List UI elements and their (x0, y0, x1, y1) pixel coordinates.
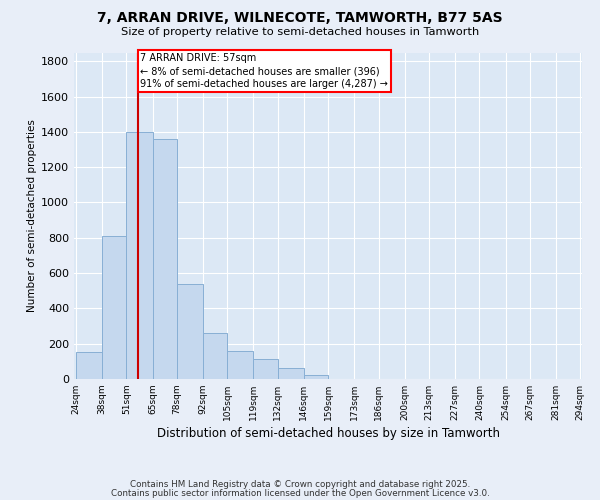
Text: Contains public sector information licensed under the Open Government Licence v3: Contains public sector information licen… (110, 490, 490, 498)
Text: 7, ARRAN DRIVE, WILNECOTE, TAMWORTH, B77 5AS: 7, ARRAN DRIVE, WILNECOTE, TAMWORTH, B77… (97, 11, 503, 25)
Y-axis label: Number of semi-detached properties: Number of semi-detached properties (27, 119, 37, 312)
Text: 7 ARRAN DRIVE: 57sqm
← 8% of semi-detached houses are smaller (396)
91% of semi-: 7 ARRAN DRIVE: 57sqm ← 8% of semi-detach… (140, 53, 388, 90)
Bar (253, 360, 278, 379)
Text: Size of property relative to semi-detached houses in Tamworth: Size of property relative to semi-detach… (121, 27, 479, 37)
Bar (227, 350, 253, 379)
Bar (76, 352, 102, 379)
Bar (278, 368, 304, 379)
Bar (152, 139, 177, 379)
Bar (127, 132, 152, 379)
Text: Contains HM Land Registry data © Crown copyright and database right 2025.: Contains HM Land Registry data © Crown c… (130, 480, 470, 489)
Bar (203, 333, 227, 379)
Bar (304, 376, 328, 379)
X-axis label: Distribution of semi-detached houses by size in Tamworth: Distribution of semi-detached houses by … (157, 427, 500, 440)
Bar (102, 236, 127, 379)
Bar (177, 284, 203, 379)
